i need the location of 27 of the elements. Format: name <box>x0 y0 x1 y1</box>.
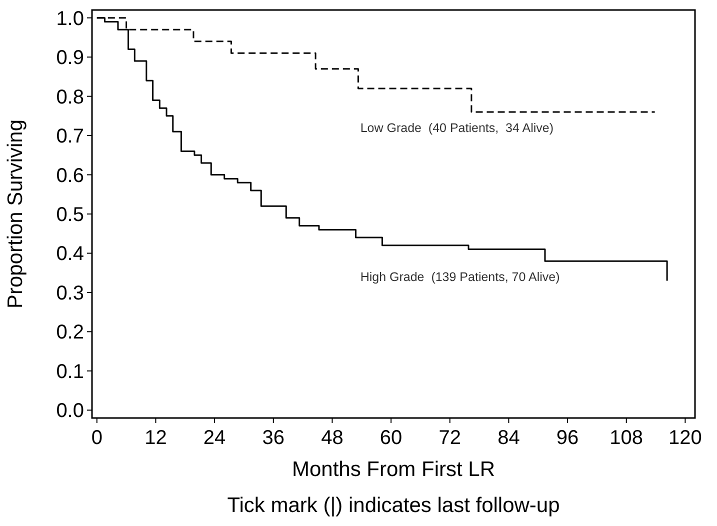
y-tick-label: 0.1 <box>56 360 84 383</box>
y-tick-label: 0.2 <box>56 322 84 344</box>
y-tick-label: 0.6 <box>56 164 84 187</box>
x-tick-label: 120 <box>668 427 702 449</box>
y-tick-label: 1.0 <box>56 8 84 30</box>
y-tick-label: 0.7 <box>56 126 84 148</box>
x-tick-label: 108 <box>610 427 644 449</box>
x-tick-label: 60 <box>380 427 402 449</box>
x-tick-label: 48 <box>321 427 344 449</box>
x-tick-label: 12 <box>144 427 167 449</box>
series-label: High Grade (139 Patients, 70 Alive) <box>360 270 560 284</box>
series-label: Low Grade (40 Patients, 34 Alive) <box>360 121 554 135</box>
y-tick-label: 0.0 <box>56 400 84 422</box>
text: Tick mark (|) indicates last follow-up <box>227 494 560 517</box>
x-tick-label: 96 <box>556 427 579 449</box>
x-tick-label: 84 <box>498 427 520 449</box>
y-tick-label: 0.4 <box>56 243 84 266</box>
x-tick-label: 36 <box>262 427 285 449</box>
y-tick-label: 0.5 <box>56 204 84 226</box>
x-tick-label: 72 <box>438 427 462 449</box>
y-tick-label: 0.9 <box>56 47 84 70</box>
y-tick-label: 0.3 <box>56 282 84 304</box>
y-axis-title: Proportion Surviving <box>4 119 27 309</box>
x-tick-label: 24 <box>203 427 226 449</box>
x-tick-label: 0 <box>91 427 102 449</box>
x-axis-title: Months From First LR <box>292 458 496 481</box>
y-tick-label: 0.8 <box>56 86 84 108</box>
